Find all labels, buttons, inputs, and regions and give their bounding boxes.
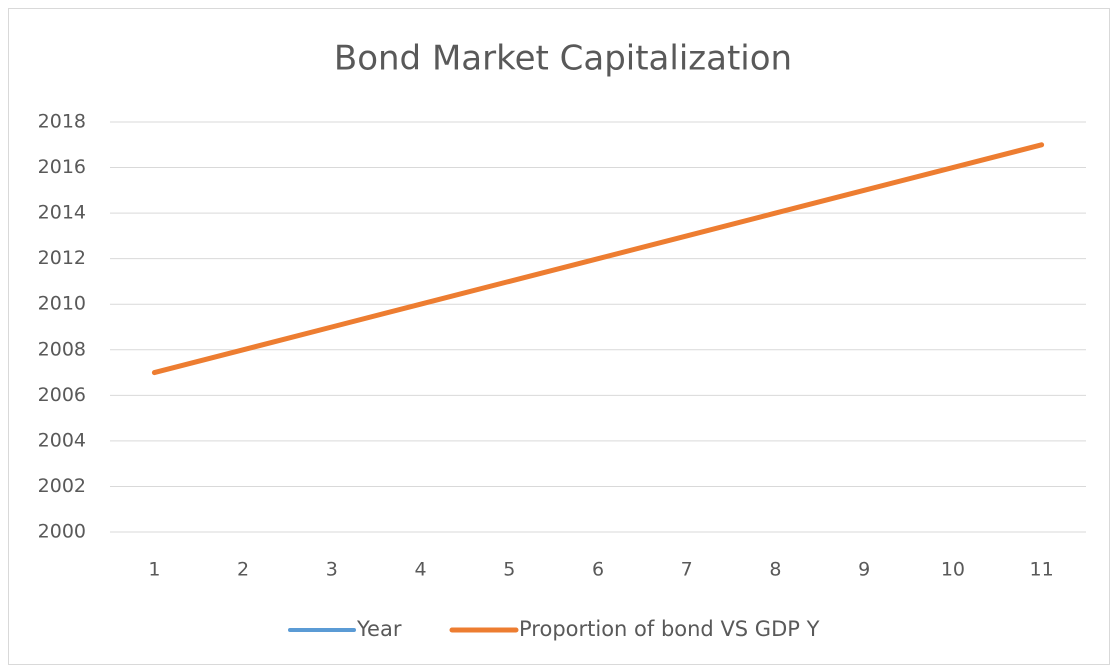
x-tick-label: 4 [414,559,426,581]
y-tick-label: 2008 [38,338,86,360]
x-tick-label: 10 [941,559,965,581]
y-tick-label: 2018 [38,111,86,133]
x-tick-label: 3 [326,559,338,581]
x-tick-label: 11 [1030,559,1054,581]
x-tick-label: 2 [237,559,249,581]
y-tick-label: 2006 [38,384,86,406]
chart-border [8,8,1110,665]
series-line [151,142,1045,376]
y-tick-label: 2000 [38,521,86,543]
x-tick-label: 5 [503,559,515,581]
legend-label: Year [356,617,402,641]
chart-title: Bond Market Capitalization [334,39,792,79]
y-tick-label: 2016 [38,156,86,178]
x-tick-label: 6 [592,559,604,581]
y-tick-label: 2014 [38,202,86,224]
y-tick-label: 2010 [38,293,86,315]
y-tick-label: 2004 [38,429,86,451]
x-tick-label: 7 [681,559,693,581]
legend-label: Proportion of bond VS GDP Y [519,617,820,641]
x-tick-label: 8 [769,559,781,581]
x-tick-label: 1 [148,559,160,581]
y-tick-label: 2012 [38,247,86,269]
x-tick-label: 9 [858,559,870,581]
y-tick-label: 2002 [38,475,86,497]
